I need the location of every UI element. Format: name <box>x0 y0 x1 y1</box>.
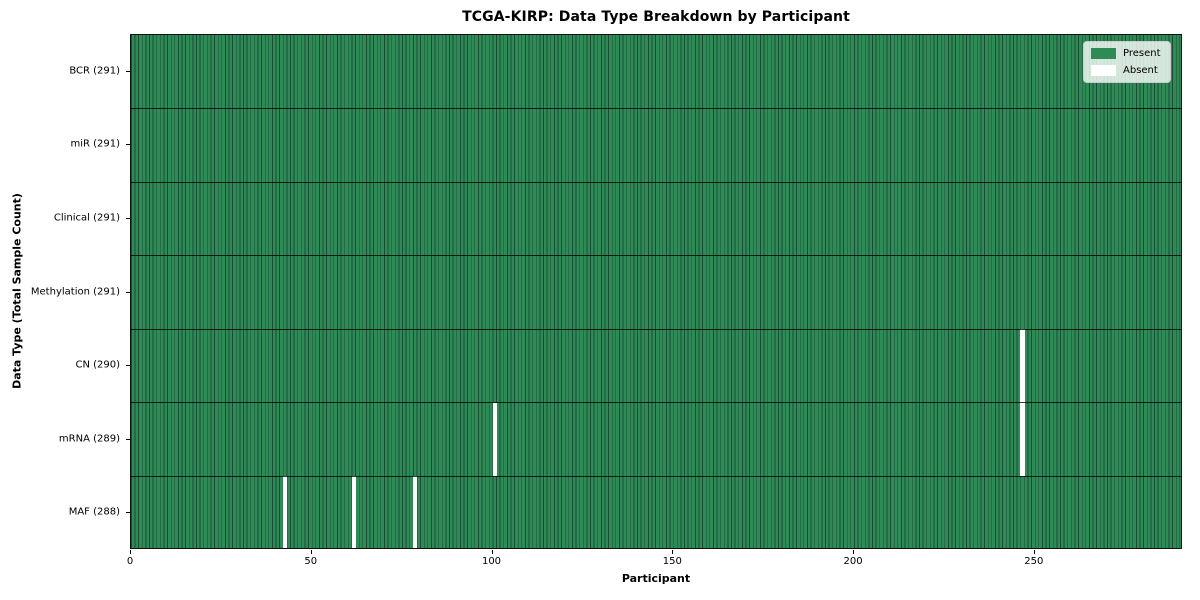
x-tick <box>672 550 674 554</box>
absent-cell-mRNA-246 <box>1020 402 1025 477</box>
absent-cell-MAF-61 <box>351 476 356 548</box>
legend-label-absent: Absent <box>1123 65 1158 76</box>
y-axis: BCR (291) miR (291) Clinical (291) Methylat… <box>0 0 130 600</box>
y-tick <box>126 438 130 440</box>
x-tick <box>853 550 855 554</box>
x-tick-label-200: 200 <box>843 556 863 567</box>
x-tick <box>1033 550 1035 554</box>
y-tick-label-Clinical: Clinical (291) <box>53 212 120 224</box>
y-tick <box>126 512 130 514</box>
legend-item-absent: Absent <box>1091 65 1161 76</box>
x-tick <box>491 550 493 554</box>
legend: Present Absent <box>1083 41 1171 83</box>
x-tick <box>310 550 312 554</box>
y-tick-label-CN: CN (290) <box>75 359 120 371</box>
x-tick-label-100: 100 <box>481 556 502 567</box>
absent-cell-MAF-42 <box>282 476 288 548</box>
y-tick <box>126 291 130 293</box>
x-axis-title: Participant <box>621 572 691 585</box>
row-separator <box>131 255 1181 257</box>
y-tick <box>126 70 130 72</box>
present-swatch <box>1091 48 1116 59</box>
y-tick-label-miR: miR (291) <box>70 138 120 150</box>
row-separator <box>131 108 1181 110</box>
row-separator <box>131 402 1181 404</box>
y-tick <box>126 217 130 219</box>
absent-swatch <box>1091 65 1116 76</box>
absent-cell-mRNA-100 <box>492 402 497 477</box>
y-tick <box>126 365 130 367</box>
x-tick-label-0: 0 <box>126 556 134 567</box>
row-separator <box>131 181 1181 183</box>
legend-label-present: Present <box>1123 48 1161 59</box>
x-tick-label-250: 250 <box>1024 556 1044 567</box>
plot-area <box>130 34 1182 549</box>
y-tick <box>126 144 130 146</box>
y-tick-label-mRNA: mRNA (289) <box>58 433 120 445</box>
legend-item-present: Present <box>1091 48 1161 59</box>
x-tick-label-50: 50 <box>304 556 318 567</box>
y-tick-label-MAF: MAF (288) <box>68 506 120 518</box>
chart-title: TCGA-KIRP: Data Type Breakdown by Partic… <box>462 9 850 25</box>
x-tick-label-150: 150 <box>662 556 682 567</box>
row-separator <box>131 475 1181 477</box>
row-separator <box>131 328 1181 330</box>
absent-cell-CN-246 <box>1020 329 1025 403</box>
x-tick <box>130 550 131 554</box>
y-tick-label-BCR: BCR (291) <box>69 65 120 77</box>
y-tick-label-Methylation: Methylation (291) <box>30 286 120 297</box>
absent-cell-MAF-78 <box>412 476 418 548</box>
